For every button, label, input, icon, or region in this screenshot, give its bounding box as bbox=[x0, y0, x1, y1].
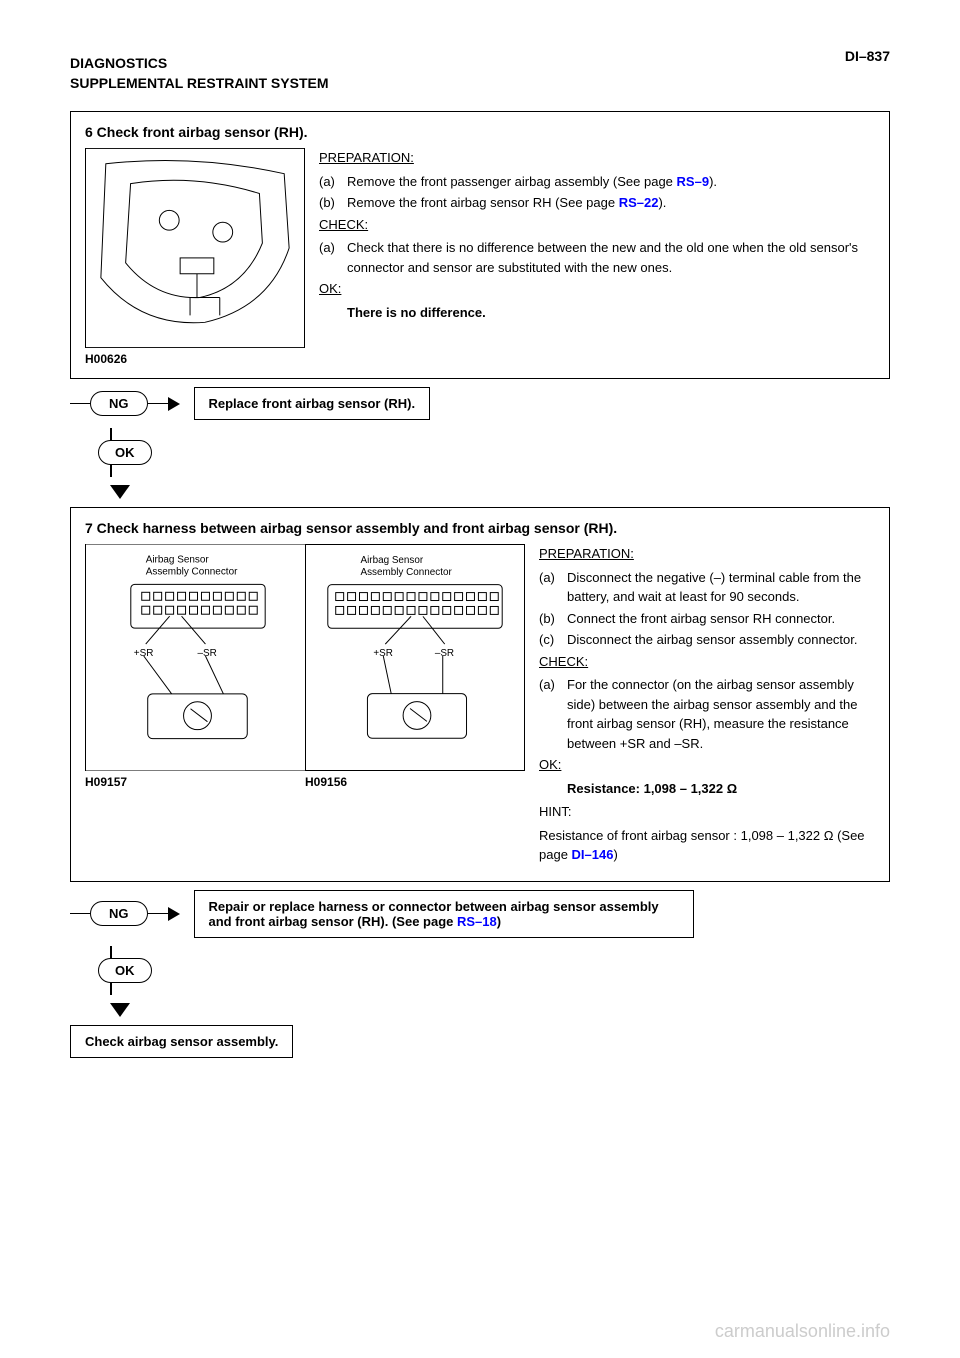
link-rs-18[interactable]: RS–18 bbox=[457, 914, 497, 929]
step-6-text: PREPARATION: (a) Remove the front passen… bbox=[319, 148, 875, 366]
step-7-hint-text: Resistance of front airbag sensor : 1,09… bbox=[539, 826, 875, 865]
list-text: For the connector (on the airbag sensor … bbox=[567, 675, 875, 753]
list-text: Connect the front airbag sensor RH conne… bbox=[567, 609, 875, 629]
step-7-prep-a: (a) Disconnect the negative (–) terminal… bbox=[539, 568, 875, 607]
list-bullet: (a) bbox=[539, 568, 567, 607]
arrow-right-icon bbox=[168, 907, 180, 921]
step-7-illustration-right: Airbag Sensor Assembly Connector +SR bbox=[305, 544, 525, 771]
list-bullet: (c) bbox=[539, 630, 567, 650]
svg-text:–SR: –SR bbox=[197, 648, 216, 659]
step-6-illustration bbox=[85, 148, 305, 348]
step-7-prep-label: PREPARATION: bbox=[539, 544, 875, 564]
step-6-caption: H00626 bbox=[85, 352, 305, 366]
step-6-prep-label: PREPARATION: bbox=[319, 148, 875, 168]
step-7-content-row: Airbag Sensor Assembly Connector +SR bbox=[85, 544, 875, 869]
step-7-ok-flow: OK bbox=[98, 946, 890, 995]
link-rs-22[interactable]: RS–22 bbox=[619, 195, 659, 210]
step-6-check-label: CHECK: bbox=[319, 215, 875, 235]
svg-text:+SR: +SR bbox=[134, 648, 154, 659]
link-di-146[interactable]: DI–146 bbox=[572, 847, 614, 862]
arrow-down-icon bbox=[110, 485, 130, 499]
step-6-ok-flow: OK bbox=[98, 428, 890, 477]
step-6-content-row: H00626 PREPARATION: (a) Remove the front… bbox=[85, 148, 875, 366]
list-bullet: (a) bbox=[319, 172, 347, 192]
step-6-prep-b: (b) Remove the front airbag sensor RH (S… bbox=[319, 193, 875, 213]
ok-badge: OK bbox=[98, 958, 152, 983]
header-title-line2: SUPPLEMENTAL RESTRAINT SYSTEM bbox=[70, 75, 890, 91]
step-7-text: PREPARATION: (a) Disconnect the negative… bbox=[539, 544, 875, 869]
step-6: 6 Check front airbag sensor (RH). bbox=[70, 111, 890, 499]
step-6-ok-text: There is no difference. bbox=[319, 303, 875, 323]
step-7-box: 7 Check harness between airbag sensor as… bbox=[70, 507, 890, 882]
watermark: carmanualsonline.info bbox=[715, 1321, 890, 1342]
step-6-ng-row: NG Replace front airbag sensor (RH). bbox=[70, 387, 890, 420]
step-7-caption-right: H09156 bbox=[305, 775, 525, 789]
list-text: Remove the front airbag sensor RH (See p… bbox=[347, 193, 875, 213]
svg-text:Airbag Sensor: Airbag Sensor bbox=[361, 555, 424, 566]
step-7-title: 7 Check harness between airbag sensor as… bbox=[85, 520, 875, 536]
svg-text:Assembly Connector: Assembly Connector bbox=[361, 567, 453, 578]
list-bullet: (b) bbox=[319, 193, 347, 213]
page-header: DIAGNOSTICS SUPPLEMENTAL RESTRAINT SYSTE… bbox=[70, 55, 890, 91]
svg-text:–SR: –SR bbox=[435, 648, 454, 659]
step-7-ng-row: NG Repair or replace harness or connecto… bbox=[70, 890, 890, 938]
step-6-box: 6 Check front airbag sensor (RH). bbox=[70, 111, 890, 379]
list-bullet: (a) bbox=[539, 675, 567, 753]
final-action-box: Check airbag sensor assembly. bbox=[70, 1025, 293, 1058]
page-number: DI–837 bbox=[845, 48, 890, 64]
arrow-down-icon bbox=[110, 1003, 130, 1017]
step-7-ok-label: OK: bbox=[539, 755, 875, 775]
step-7-illustration-left: Airbag Sensor Assembly Connector +SR bbox=[85, 544, 305, 771]
list-text: Disconnect the airbag sensor assembly co… bbox=[567, 630, 875, 650]
step-7-prep-c: (c) Disconnect the airbag sensor assembl… bbox=[539, 630, 875, 650]
step-7-hint-label: HINT: bbox=[539, 802, 875, 822]
step-7-illustrations: Airbag Sensor Assembly Connector +SR bbox=[85, 544, 525, 869]
step-7-caption-left: H09157 bbox=[85, 775, 305, 789]
ng-badge: NG bbox=[90, 901, 148, 926]
step-7-check-a: (a) For the connector (on the airbag sen… bbox=[539, 675, 875, 753]
svg-text:Airbag Sensor: Airbag Sensor bbox=[146, 554, 210, 565]
step-6-prep-a: (a) Remove the front passenger airbag as… bbox=[319, 172, 875, 192]
ok-badge: OK bbox=[98, 440, 152, 465]
step-7-prep-b: (b) Connect the front airbag sensor RH c… bbox=[539, 609, 875, 629]
step-7-ok-text: Resistance: 1,098 – 1,322 Ω bbox=[539, 779, 875, 799]
step-6-ng-action: Replace front airbag sensor (RH). bbox=[194, 387, 431, 420]
step-6-ok-label: OK: bbox=[319, 279, 875, 299]
list-text: Check that there is no difference betwee… bbox=[347, 238, 875, 277]
step-6-illustration-wrapper: H00626 bbox=[85, 148, 305, 366]
svg-text:Assembly Connector: Assembly Connector bbox=[146, 566, 238, 577]
ng-badge: NG bbox=[90, 391, 148, 416]
arrow-right-icon bbox=[168, 397, 180, 411]
step-7-ng-action: Repair or replace harness or connector b… bbox=[194, 890, 694, 938]
list-bullet: (b) bbox=[539, 609, 567, 629]
step-6-check-a: (a) Check that there is no difference be… bbox=[319, 238, 875, 277]
list-text: Remove the front passenger airbag assemb… bbox=[347, 172, 875, 192]
list-bullet: (a) bbox=[319, 238, 347, 277]
step-7-check-label: CHECK: bbox=[539, 652, 875, 672]
list-text: Disconnect the negative (–) terminal cab… bbox=[567, 568, 875, 607]
link-rs-9[interactable]: RS–9 bbox=[677, 174, 710, 189]
header-title-line1: DIAGNOSTICS bbox=[70, 55, 890, 71]
step-6-title: 6 Check front airbag sensor (RH). bbox=[85, 124, 875, 140]
step-7: 7 Check harness between airbag sensor as… bbox=[70, 507, 890, 1017]
